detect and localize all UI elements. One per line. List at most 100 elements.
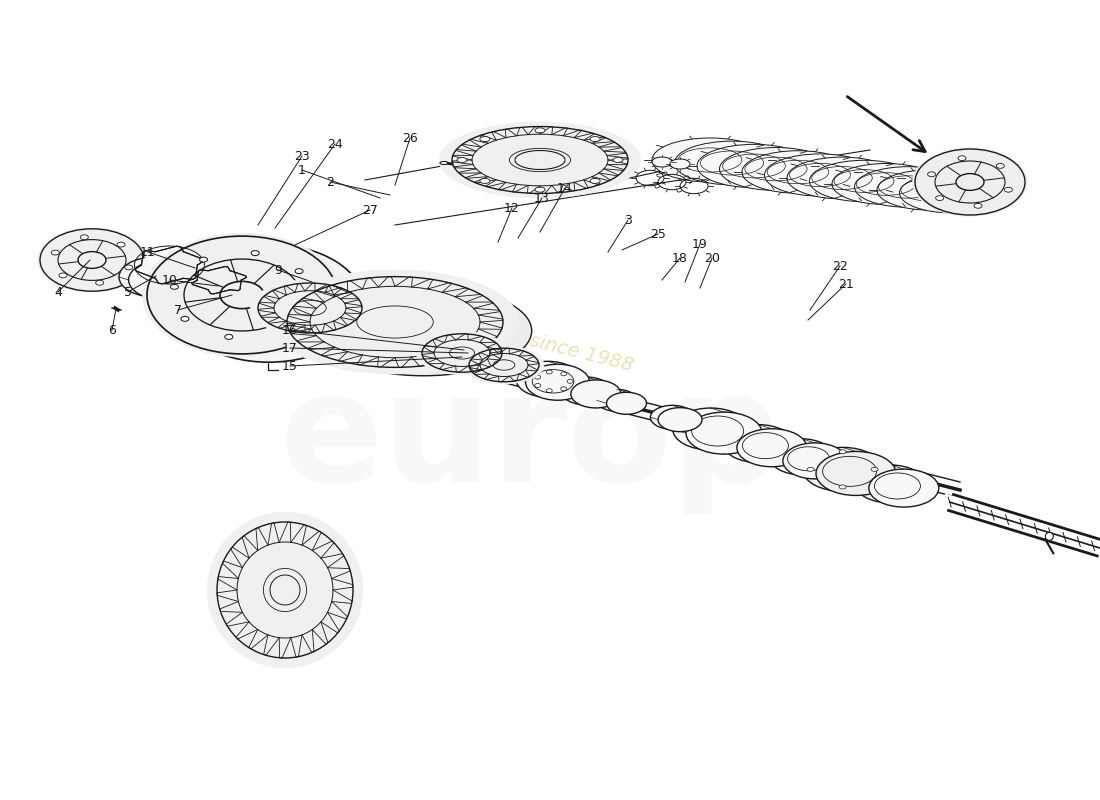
Ellipse shape <box>52 250 59 255</box>
Ellipse shape <box>486 313 496 319</box>
Ellipse shape <box>295 269 304 274</box>
Ellipse shape <box>480 137 490 142</box>
Ellipse shape <box>807 467 814 471</box>
Ellipse shape <box>251 250 260 255</box>
Ellipse shape <box>571 380 620 408</box>
Ellipse shape <box>271 270 519 374</box>
Ellipse shape <box>96 280 103 285</box>
Ellipse shape <box>464 346 544 384</box>
Ellipse shape <box>535 128 544 133</box>
Ellipse shape <box>997 163 1004 168</box>
Text: 17: 17 <box>282 342 298 354</box>
Text: 26: 26 <box>403 131 418 145</box>
Ellipse shape <box>439 122 641 198</box>
Ellipse shape <box>770 438 834 474</box>
Ellipse shape <box>276 328 285 333</box>
Ellipse shape <box>832 163 940 205</box>
Ellipse shape <box>526 364 590 400</box>
Ellipse shape <box>535 187 544 192</box>
Text: 7: 7 <box>174 303 182 317</box>
Text: 9: 9 <box>274 263 282 277</box>
Ellipse shape <box>469 343 478 349</box>
Text: 21: 21 <box>838 278 854 290</box>
Text: 20: 20 <box>704 251 719 265</box>
Ellipse shape <box>855 166 961 207</box>
Ellipse shape <box>606 392 647 414</box>
Ellipse shape <box>271 270 519 374</box>
Ellipse shape <box>839 485 846 489</box>
Ellipse shape <box>650 406 694 430</box>
Text: 2: 2 <box>326 175 334 189</box>
Text: 18: 18 <box>672 251 688 265</box>
Ellipse shape <box>658 408 702 432</box>
Ellipse shape <box>912 147 1027 217</box>
Ellipse shape <box>686 412 762 454</box>
Ellipse shape <box>1004 187 1012 192</box>
Ellipse shape <box>37 227 146 293</box>
Text: 16: 16 <box>282 323 298 337</box>
Text: 5: 5 <box>124 286 132 298</box>
Text: 12: 12 <box>504 202 520 214</box>
Ellipse shape <box>416 331 508 375</box>
Ellipse shape <box>80 235 88 240</box>
Text: 25: 25 <box>650 227 666 241</box>
Ellipse shape <box>737 429 806 466</box>
Ellipse shape <box>213 259 274 293</box>
Ellipse shape <box>276 328 285 333</box>
Ellipse shape <box>440 162 448 165</box>
Text: 13: 13 <box>535 191 550 205</box>
Ellipse shape <box>170 284 178 290</box>
Ellipse shape <box>142 233 342 357</box>
Text: 22: 22 <box>832 259 848 273</box>
Ellipse shape <box>456 158 468 162</box>
Ellipse shape <box>900 173 1004 213</box>
Ellipse shape <box>250 279 370 337</box>
Ellipse shape <box>199 257 208 262</box>
Ellipse shape <box>129 260 200 300</box>
Text: 14: 14 <box>557 182 573 194</box>
Ellipse shape <box>202 255 263 290</box>
Ellipse shape <box>724 425 793 462</box>
Ellipse shape <box>719 147 833 190</box>
Ellipse shape <box>674 141 790 185</box>
Ellipse shape <box>672 408 749 450</box>
Ellipse shape <box>306 301 313 306</box>
Ellipse shape <box>295 269 304 274</box>
Ellipse shape <box>180 316 189 322</box>
Ellipse shape <box>59 273 67 278</box>
Ellipse shape <box>142 250 197 281</box>
Text: 10: 10 <box>162 274 178 286</box>
Ellipse shape <box>306 301 313 306</box>
Text: a passion for parts since 1988: a passion for parts since 1988 <box>344 285 635 375</box>
Ellipse shape <box>224 334 233 339</box>
Ellipse shape <box>810 160 918 202</box>
Ellipse shape <box>839 450 846 454</box>
Ellipse shape <box>1045 532 1054 540</box>
Ellipse shape <box>591 178 601 183</box>
Ellipse shape <box>877 170 983 210</box>
Ellipse shape <box>170 284 178 290</box>
Ellipse shape <box>697 144 811 188</box>
Ellipse shape <box>597 390 637 411</box>
Text: 4: 4 <box>54 286 62 298</box>
Ellipse shape <box>613 158 623 162</box>
Ellipse shape <box>480 178 490 183</box>
Ellipse shape <box>124 265 133 270</box>
Ellipse shape <box>936 196 944 201</box>
Ellipse shape <box>142 233 342 357</box>
Ellipse shape <box>803 447 882 491</box>
Ellipse shape <box>375 278 385 285</box>
Ellipse shape <box>117 242 125 247</box>
Ellipse shape <box>174 244 364 362</box>
Text: 15: 15 <box>282 359 298 373</box>
Text: 1: 1 <box>298 163 306 177</box>
Ellipse shape <box>561 377 612 405</box>
Ellipse shape <box>287 277 503 367</box>
Ellipse shape <box>180 316 189 322</box>
Ellipse shape <box>294 325 304 331</box>
Ellipse shape <box>591 137 601 142</box>
Ellipse shape <box>240 265 316 307</box>
Ellipse shape <box>652 138 768 182</box>
Text: 19: 19 <box>692 238 708 250</box>
Ellipse shape <box>207 512 363 668</box>
